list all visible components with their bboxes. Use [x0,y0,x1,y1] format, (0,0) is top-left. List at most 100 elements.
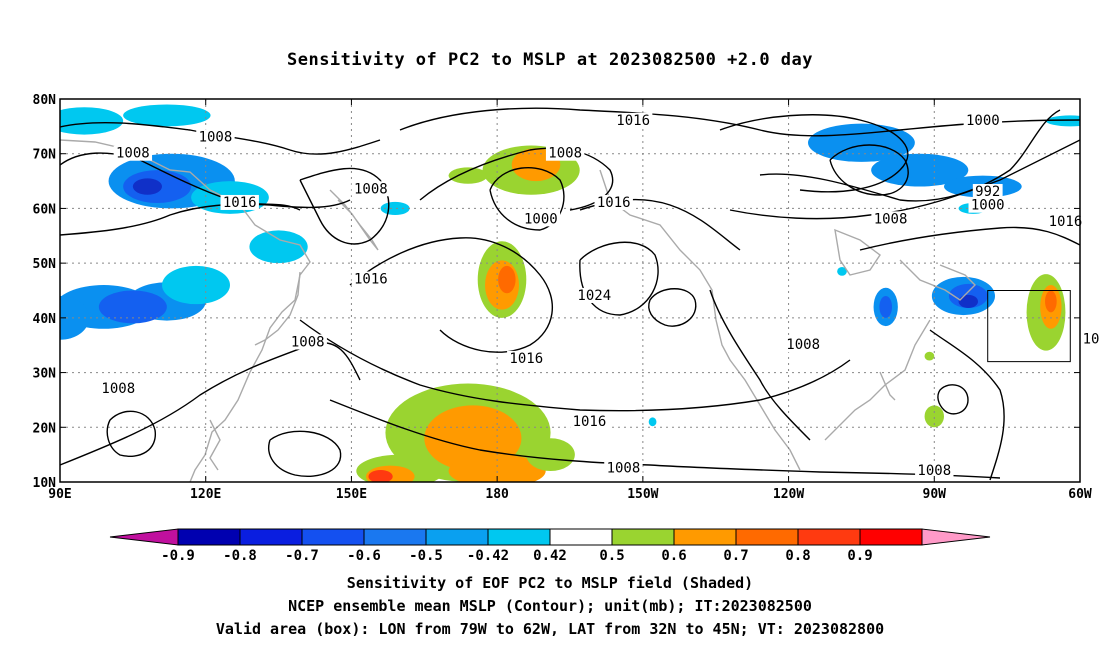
lat-tick-label: 20N [33,421,57,436]
colorbar-swatch [797,528,861,546]
contour-label-bg [507,350,546,366]
footer-line-3: Valid area (box): LON from 79W to 62W, L… [215,620,885,638]
sensitivity-patch-25 [526,438,575,472]
colorbar-label: 0.5 [599,548,624,564]
colorbar-swatch [363,528,427,546]
coastline-hudson [834,228,881,276]
lat-tick-label: 70N [33,148,57,163]
coastline-japan [254,271,301,346]
contour-label: 1016 [616,113,650,129]
contour-label-bg [1080,331,1100,347]
coastline-asia [60,139,311,482]
lat-tick-label: 10N [33,476,57,491]
map-title: Sensitivity of PC2 to MSLP at 2023082500… [286,50,813,70]
isobar-1024-high [579,241,659,316]
lon-tick-label: 150E [336,487,367,502]
sensitivity-patch-10 [60,295,90,340]
contour-label-bg [915,463,954,479]
footer-line-2: NCEP ensemble mean MSLP (Contour); unit(… [288,597,812,615]
colorbar-swatch [301,528,365,546]
isobar-1008-asia-north [60,121,381,155]
contour-label-bg [783,337,823,353]
lat-tick-label: 80N [33,93,57,108]
contour-label-bg [521,211,561,227]
isobar-1000-bering [489,166,565,231]
valid-area-box [987,290,1071,363]
colorbar-swatch [611,528,675,546]
contour-label: 1016 [573,414,607,430]
contour-label: 1008 [291,334,325,350]
contour-label-bg [545,145,585,161]
contour-label: 1016 [597,195,631,211]
contour-label-bg [220,194,259,210]
colorbar-label: 0.8 [785,548,810,564]
contour-label: 1008 [607,460,641,476]
coastline-north-america-east [824,259,976,441]
contour-label: 1008 [548,146,582,162]
colorbar-label: -0.6 [347,548,381,564]
contour-label: 1016 [509,351,543,367]
sensitivity-patch-15 [448,167,488,184]
colorbar: -0.9 -0.8 -0.7 -0.6 -0.5 -0.42 0.42 0.5 0.6 0.7 0.… [109,528,991,564]
colorbar-swatch [735,528,799,546]
colorbar-swatch [239,528,303,546]
colorbar-swatch [425,528,489,546]
coastline-layer [60,139,976,482]
plot-frame [59,98,1081,483]
contour-label: 1000 [524,211,558,227]
coastline-taiwan-philippines [209,419,221,471]
colorbar-swatch [859,528,923,546]
colorbar-low-arrow [109,528,179,546]
sensitivity-patch-42 [648,417,657,427]
colorbar-label: 0.42 [533,548,567,564]
contour-label-bg [1046,214,1085,230]
contour-label-bg [575,287,614,303]
sensitivity-patch-8 [98,290,167,324]
sensitivity-patch-1 [123,104,211,127]
colorbar-label: -0.9 [161,548,195,564]
axis-tick-layer: 90E 120E 150E 180 150W 120W 90W 60W 10N 20N 30N 40N… [33,93,1092,502]
contour-label-bg [351,271,391,287]
isobar-1008-siberia [299,167,390,245]
contour-label-bg [871,211,910,227]
contour-label: 1016 [354,272,388,288]
lon-tick-label: 90E [48,487,71,502]
contour-label: 1016 [1049,214,1083,230]
sensitivity-patch-39 [924,351,935,361]
colorbar-label: 0.9 [847,548,872,564]
lat-tick-label: 40N [33,312,57,327]
colorbar-label: 0.6 [661,548,686,564]
sensitivity-patch-23 [368,469,393,482]
lat-tick-label: 50N [33,257,57,272]
lon-tick-label: 150W [627,487,658,502]
isobar-1000-canada [719,114,909,193]
isobar-1008-canada [729,139,1080,220]
contour-label-bg [288,334,327,350]
footer-line-1: Sensitivity of EOF PC2 to MSLP field (Sh… [346,574,754,592]
contour-label-layer: 1008100810161008101610081000101610009921… [99,112,1100,479]
contour-label: 992 [975,184,1000,200]
coastline-florida [879,371,896,401]
colorbar-swatch [549,528,613,546]
contour-label: 1000 [971,198,1005,214]
sensitivity-patch-24 [448,454,546,482]
isobar-1012-small-3 [937,384,969,415]
contour-label: 1008 [786,337,820,353]
sensitivity-patch-37 [1045,290,1057,313]
contour-label-bg [613,112,653,128]
sensitivity-patch-9 [162,265,230,305]
isobar-1024-small [648,288,697,327]
sensitivity-patch-4 [132,178,162,195]
contour-label: 1016 [1083,332,1100,348]
colorbar-label: -0.42 [467,548,509,564]
colorbar-swatch [177,528,241,546]
isobar-1008-na [709,289,811,441]
coastline-kamchatka [329,189,379,251]
isobar-1016-asia [60,199,351,236]
lat-tick-label: 60N [33,202,57,217]
sensitivity-patch-38 [924,405,944,428]
colorbar-label: 0.7 [723,548,748,564]
sensitivity-patch-0 [60,107,124,135]
contour-label-bg [570,413,609,429]
coastline-alaska [599,169,801,471]
